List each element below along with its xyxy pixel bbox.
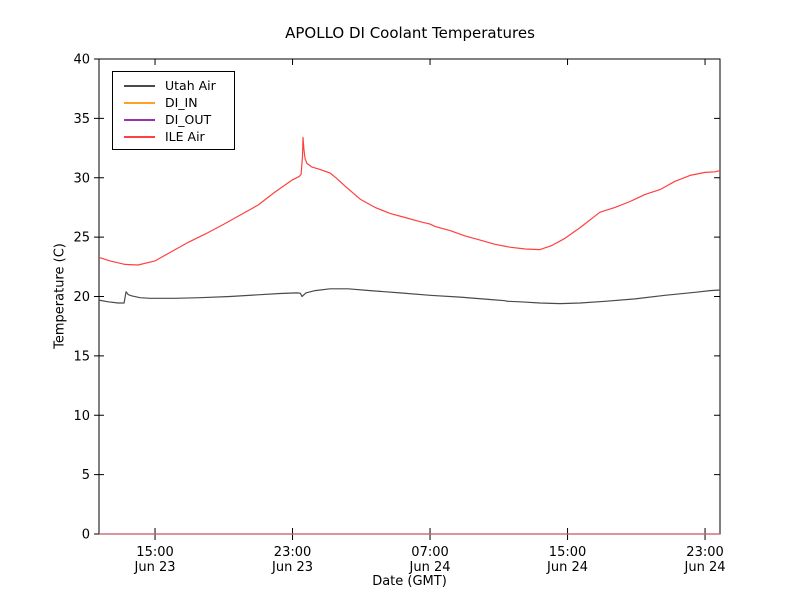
y-tick-label: 0 bbox=[82, 528, 90, 543]
di-in-line-swatch bbox=[124, 101, 155, 104]
x-tick-date-label: Jun 24 bbox=[546, 560, 588, 575]
legend-label: DI_OUT bbox=[165, 112, 212, 127]
y-tick-label: 30 bbox=[73, 171, 90, 186]
x-tick-date-label: Jun 23 bbox=[134, 560, 176, 575]
y-tick-label: 35 bbox=[73, 112, 90, 127]
legend-item-di-in: DI_IN bbox=[113, 94, 234, 111]
y-tick-label: 5 bbox=[82, 468, 90, 483]
x-tick-date-label: Jun 24 bbox=[684, 560, 726, 575]
legend-item-ile-air: ILE Air bbox=[113, 128, 234, 145]
x-axis-label: Date (GMT) bbox=[372, 574, 447, 589]
x-tick-date-label: Jun 23 bbox=[271, 560, 313, 575]
x-tick-date-label: Jun 24 bbox=[409, 560, 451, 575]
legend-label: DI_IN bbox=[165, 95, 198, 110]
legend-item-di-out: DI_OUT bbox=[113, 111, 234, 128]
x-tick-time-label: 23:00 bbox=[274, 545, 311, 560]
di-out-line-swatch bbox=[124, 118, 155, 121]
x-tick-time-label: 23:00 bbox=[686, 545, 723, 560]
series-line-ile-air bbox=[98, 136, 721, 266]
legend-label: ILE Air bbox=[165, 129, 205, 144]
ile-air-line-swatch bbox=[124, 135, 155, 138]
chart-title: APOLLO DI Coolant Temperatures bbox=[285, 24, 535, 42]
legend-item-utah-air: Utah Air bbox=[113, 77, 234, 94]
x-tick-time-label: 07:00 bbox=[411, 545, 448, 560]
y-tick-label: 20 bbox=[73, 290, 90, 305]
legend: Utah Air DI_IN DI_OUT ILE Air bbox=[112, 71, 235, 150]
legend-label: Utah Air bbox=[165, 78, 216, 93]
utah-air-line-swatch bbox=[124, 84, 155, 87]
series-line-utah-air bbox=[98, 288, 721, 305]
y-tick-label: 25 bbox=[73, 231, 90, 246]
y-tick-label: 40 bbox=[73, 53, 90, 68]
y-tick-label: 10 bbox=[73, 409, 90, 424]
x-tick-time-label: 15:00 bbox=[136, 545, 173, 560]
y-tick-label: 15 bbox=[73, 349, 90, 364]
x-tick-time-label: 15:00 bbox=[549, 545, 586, 560]
